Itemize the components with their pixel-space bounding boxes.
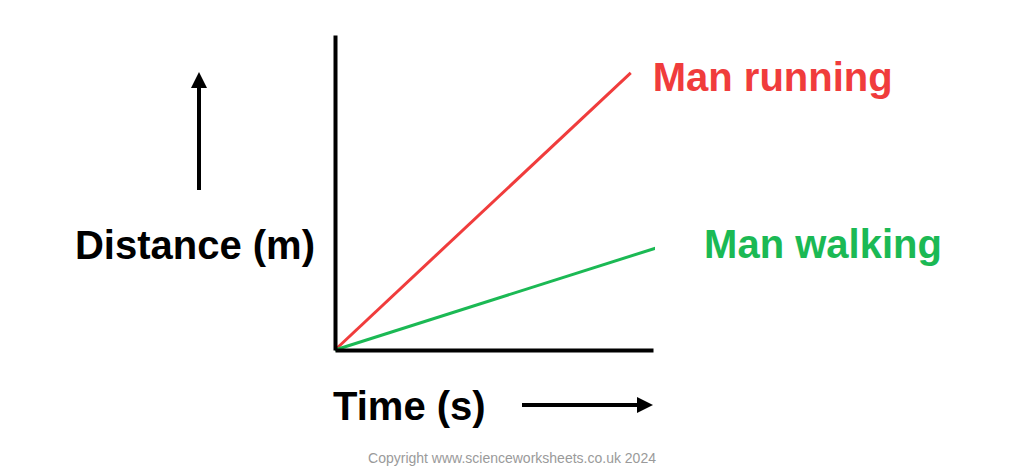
series-label: Man running — [653, 55, 893, 99]
axis-line — [336, 349, 654, 353]
x-axis-title: Time (s) — [333, 384, 486, 428]
y-arrow — [197, 80, 201, 190]
annotation: Copyright www.scienceworksheets.co.uk 20… — [368, 450, 656, 466]
series-line — [335, 243, 655, 350]
series-label: Man walking — [704, 222, 942, 266]
chart: Distance (m) Time (s) Man running Man walki… — [0, 0, 1024, 467]
y-axis-title: Distance (m) — [75, 223, 315, 267]
axis-line — [334, 36, 338, 351]
plot-area — [335, 73, 655, 350]
series-line — [335, 73, 631, 350]
y-axis — [335, 36, 336, 351]
x-axis — [336, 350, 654, 351]
x-arrow — [522, 403, 645, 407]
